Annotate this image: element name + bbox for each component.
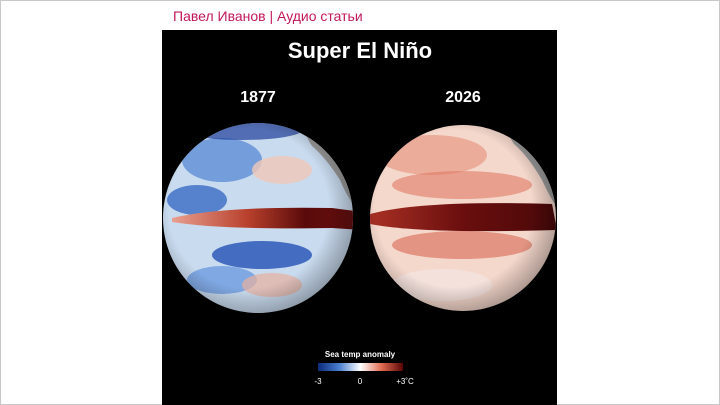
globe-2026 <box>370 125 556 311</box>
legend-title: Sea temp anomaly <box>325 350 396 359</box>
figure-title: Super El Niño <box>288 38 432 63</box>
panel-label: 2026 <box>445 89 481 106</box>
colorbar <box>318 363 403 371</box>
legend-tick: +3˚C <box>396 377 414 386</box>
header-title[interactable]: Павел Иванов | Аудио статьи <box>173 8 363 24</box>
header-bar: Павел Иванов | Аудио статьи <box>163 1 558 31</box>
legend-tick: -3 <box>314 377 322 386</box>
legend: Sea temp anomaly -3 0 +3˚C <box>314 350 414 386</box>
figure: Super El Niño 1877 2026 Sea temp anomaly… <box>162 30 557 405</box>
legend-tick: 0 <box>358 377 363 386</box>
panel-label: 1877 <box>240 89 276 106</box>
